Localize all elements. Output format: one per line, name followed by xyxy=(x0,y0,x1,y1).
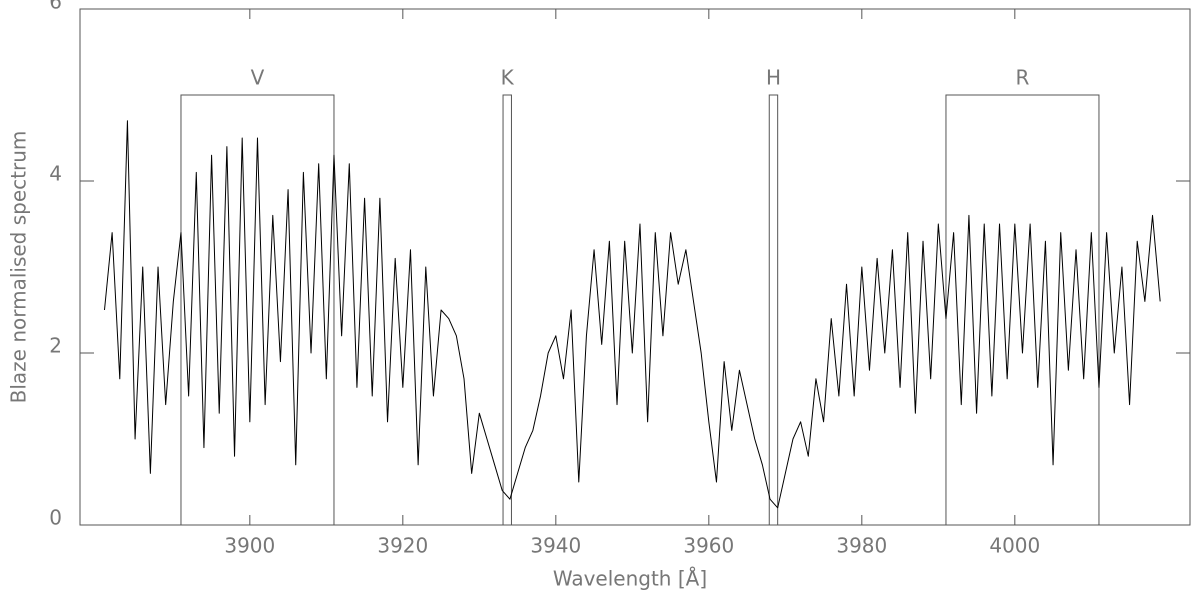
x-tick-label: 3980 xyxy=(836,534,887,558)
band-label: V xyxy=(251,66,265,90)
y-axis-label: Blaze normalised spectrum xyxy=(7,131,31,404)
band-box xyxy=(945,94,1100,526)
y-tick-label: 2 xyxy=(49,334,62,358)
band-box xyxy=(180,94,335,526)
plot-frame xyxy=(79,8,1191,526)
band-box xyxy=(768,94,779,526)
x-axis-label: Wavelength [Å] xyxy=(553,567,707,591)
y-tick-label: 0 xyxy=(49,506,62,530)
x-tick-label: 3900 xyxy=(224,534,275,558)
band-label: K xyxy=(501,66,515,90)
spectrum-line xyxy=(103,120,1161,509)
band-label: R xyxy=(1016,66,1030,90)
x-tick-label: 3960 xyxy=(683,534,734,558)
band-box xyxy=(502,94,512,526)
x-tick-label: 3920 xyxy=(377,534,428,558)
y-tick-label: 6 xyxy=(49,0,62,14)
y-tick-label: 4 xyxy=(49,162,62,186)
x-tick-label: 4000 xyxy=(989,534,1040,558)
band-label: H xyxy=(766,66,781,90)
x-tick-label: 3940 xyxy=(530,534,581,558)
